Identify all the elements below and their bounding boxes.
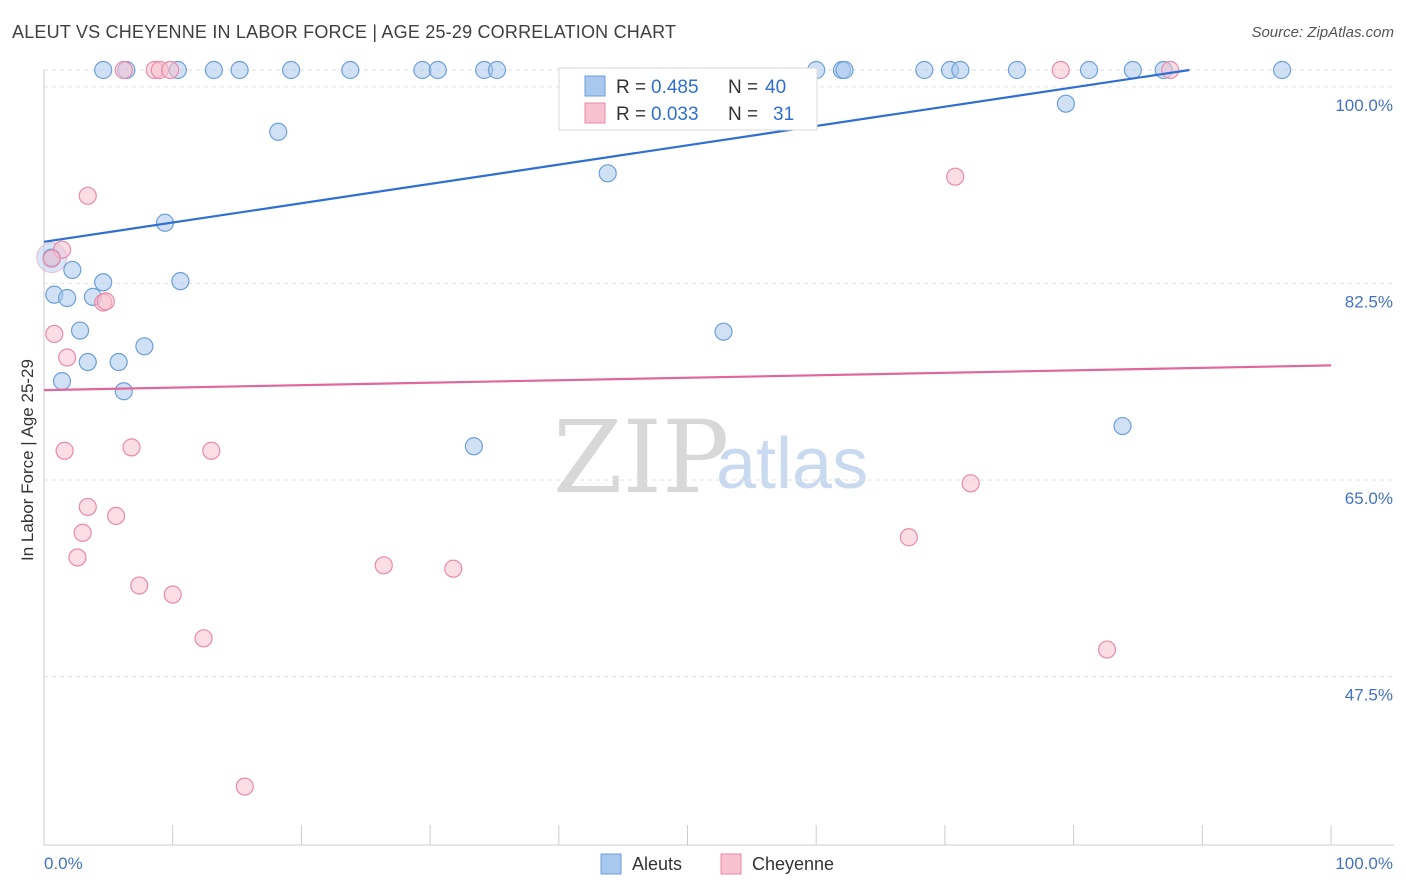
- bottom-legend-swatch-aleuts: [600, 853, 622, 875]
- point-aleut: [835, 60, 854, 80]
- point-aleut: [282, 60, 301, 80]
- point-cheyenne: [73, 523, 92, 542]
- bottom-legend-aleuts: Aleuts: [632, 854, 682, 874]
- bottom-legend-swatch-cheyenne: [720, 853, 742, 875]
- legend-cheyenne-r-value: 0.033: [651, 104, 699, 125]
- source-credit: Source: ZipAtlas.com: [1251, 24, 1394, 41]
- watermark-atlas: atlas: [716, 424, 868, 504]
- point-cheyenne: [55, 441, 74, 460]
- point-aleut: [70, 321, 90, 340]
- point-cheyenne: [68, 548, 87, 567]
- point-aleut: [1079, 60, 1099, 80]
- point-aleut: [58, 288, 77, 308]
- legend-cheyenne-r-label: R =: [616, 104, 646, 125]
- trend-line-aleut: [43, 68, 1190, 243]
- watermark-zip: ZIP: [553, 399, 729, 516]
- point-cheyenne: [106, 506, 126, 526]
- point-aleut: [951, 60, 970, 80]
- series-legend: Aleuts Cheyenne: [600, 853, 834, 875]
- trend-lines: [43, 68, 1332, 392]
- point-aleut: [464, 437, 483, 456]
- point-cheyenne: [130, 576, 149, 595]
- point-cheyenne: [1051, 60, 1070, 80]
- point-cheyenne: [58, 348, 77, 367]
- legend-swatch-aleut: [584, 75, 606, 97]
- point-cheyenne: [235, 777, 254, 796]
- stats-legend: R = 0.485 N = 40 R = 0.033 N = 31: [558, 67, 818, 131]
- point-cheyenne: [163, 585, 182, 604]
- point-cheyenne: [78, 186, 97, 205]
- point-cheyenne: [961, 474, 980, 493]
- point-cheyenne: [899, 528, 918, 547]
- y-tick-label: 82.5%: [1345, 292, 1393, 311]
- legend-swatch-cheyenne: [584, 102, 606, 124]
- point-cheyenne: [946, 167, 965, 186]
- point-aleut: [1056, 94, 1075, 113]
- point-cheyenne: [1097, 640, 1117, 659]
- point-aleut: [135, 337, 154, 356]
- point-aleut: [1113, 416, 1132, 436]
- x-axis-ticks: [172, 825, 1332, 845]
- y-tick-label: 100.0%: [1335, 96, 1393, 115]
- point-cheyenne: [122, 438, 141, 457]
- bottom-legend-cheyenne: Cheyenne: [752, 854, 834, 874]
- y-axis-tick-labels: 100.0% 82.5% 65.0% 47.5%: [1335, 96, 1393, 705]
- point-cheyenne: [374, 556, 393, 575]
- point-cheyenne: [78, 497, 97, 517]
- point-cheyenne: [96, 292, 115, 311]
- legend-aleut-n-label: N =: [728, 77, 758, 98]
- point-cheyenne: [42, 249, 61, 268]
- grid-lines: [44, 69, 1394, 678]
- point-aleut: [78, 352, 97, 372]
- point-aleut: [171, 272, 190, 291]
- point-aleut: [714, 322, 733, 341]
- x-tick-label-min: 0.0%: [44, 854, 83, 873]
- legend-aleut-r-value: 0.485: [651, 77, 699, 98]
- point-cheyenne: [194, 629, 213, 648]
- point-aleut: [204, 60, 223, 80]
- point-cheyenne: [1161, 60, 1180, 80]
- x-tick-label-max: 100.0%: [1335, 854, 1393, 873]
- point-aleut: [428, 60, 447, 80]
- point-cheyenne: [161, 60, 180, 80]
- point-aleut: [598, 164, 617, 183]
- point-aleut: [109, 352, 128, 372]
- point-cheyenne: [444, 559, 463, 578]
- point-aleut: [269, 122, 288, 141]
- trend-line-cheyenne: [43, 364, 1332, 392]
- data-points: [36, 60, 1292, 796]
- legend-cheyenne-n-value: 31: [773, 104, 794, 125]
- point-aleut: [94, 273, 113, 292]
- point-aleut: [52, 372, 72, 391]
- point-aleut: [94, 60, 113, 80]
- y-tick-label: 65.0%: [1345, 489, 1393, 508]
- point-aleut: [1123, 60, 1142, 80]
- point-aleut: [63, 260, 82, 280]
- chart-title: ALEUT VS CHEYENNE IN LABOR FORCE | AGE 2…: [12, 22, 677, 42]
- y-tick-label: 47.5%: [1345, 686, 1393, 705]
- point-aleut: [230, 60, 249, 80]
- point-cheyenne: [202, 441, 221, 460]
- point-aleut: [1272, 60, 1292, 80]
- point-cheyenne: [45, 324, 64, 344]
- point-aleut: [915, 60, 934, 80]
- point-aleut: [1007, 60, 1027, 80]
- legend-aleut-r-label: R =: [616, 77, 646, 98]
- legend-aleut-n-value: 40: [765, 77, 786, 98]
- point-aleut: [487, 60, 507, 80]
- legend-cheyenne-n-label: N =: [728, 104, 758, 125]
- point-aleut: [413, 60, 432, 80]
- point-aleut: [341, 60, 360, 80]
- point-cheyenne: [114, 60, 133, 80]
- point-aleut: [114, 382, 133, 401]
